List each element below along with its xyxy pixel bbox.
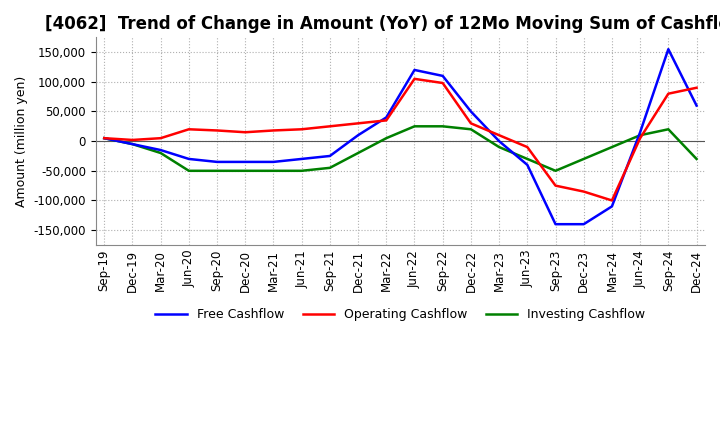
Investing Cashflow [128, 142, 137, 147]
Line: Operating Cashflow: Operating Cashflow [104, 79, 696, 201]
Line: Free Cashflow: Free Cashflow [104, 49, 696, 224]
Operating Cashflow [128, 137, 137, 143]
Operating Cashflow [382, 118, 391, 123]
Operating Cashflow [410, 76, 419, 81]
Free Cashflow [608, 204, 616, 209]
Free Cashflow [156, 147, 165, 153]
Y-axis label: Amount (million yen): Amount (million yen) [15, 76, 28, 207]
Free Cashflow [184, 156, 193, 161]
Title: [4062]  Trend of Change in Amount (YoY) of 12Mo Moving Sum of Cashflows: [4062] Trend of Change in Amount (YoY) o… [45, 15, 720, 33]
Investing Cashflow [297, 168, 306, 173]
Investing Cashflow [156, 150, 165, 156]
Operating Cashflow [297, 127, 306, 132]
Investing Cashflow [100, 136, 109, 141]
Free Cashflow [438, 73, 447, 78]
Operating Cashflow [241, 130, 250, 135]
Free Cashflow [692, 103, 701, 108]
Operating Cashflow [269, 128, 278, 133]
Free Cashflow [354, 132, 362, 138]
Investing Cashflow [269, 168, 278, 173]
Operating Cashflow [212, 128, 221, 133]
Investing Cashflow [664, 127, 672, 132]
Investing Cashflow [382, 136, 391, 141]
Investing Cashflow [608, 144, 616, 150]
Investing Cashflow [692, 156, 701, 161]
Free Cashflow [636, 130, 644, 135]
Operating Cashflow [467, 121, 475, 126]
Operating Cashflow [664, 91, 672, 96]
Investing Cashflow [325, 165, 334, 170]
Free Cashflow [410, 67, 419, 73]
Operating Cashflow [636, 136, 644, 141]
Operating Cashflow [580, 189, 588, 194]
Free Cashflow [128, 142, 137, 147]
Operating Cashflow [100, 136, 109, 141]
Investing Cashflow [467, 127, 475, 132]
Investing Cashflow [184, 168, 193, 173]
Free Cashflow [100, 136, 109, 141]
Operating Cashflow [495, 132, 503, 138]
Free Cashflow [467, 109, 475, 114]
Operating Cashflow [438, 81, 447, 86]
Operating Cashflow [523, 144, 531, 150]
Free Cashflow [297, 156, 306, 161]
Investing Cashflow [552, 168, 560, 173]
Operating Cashflow [184, 127, 193, 132]
Investing Cashflow [410, 124, 419, 129]
Free Cashflow [382, 115, 391, 120]
Operating Cashflow [156, 136, 165, 141]
Free Cashflow [241, 159, 250, 165]
Free Cashflow [552, 222, 560, 227]
Operating Cashflow [354, 121, 362, 126]
Free Cashflow [664, 47, 672, 52]
Free Cashflow [325, 153, 334, 158]
Investing Cashflow [241, 168, 250, 173]
Free Cashflow [580, 222, 588, 227]
Investing Cashflow [354, 150, 362, 156]
Operating Cashflow [552, 183, 560, 188]
Investing Cashflow [212, 168, 221, 173]
Investing Cashflow [636, 132, 644, 138]
Investing Cashflow [523, 156, 531, 161]
Investing Cashflow [438, 124, 447, 129]
Free Cashflow [269, 159, 278, 165]
Legend: Free Cashflow, Operating Cashflow, Investing Cashflow: Free Cashflow, Operating Cashflow, Inves… [150, 303, 650, 326]
Free Cashflow [523, 162, 531, 168]
Operating Cashflow [608, 198, 616, 203]
Line: Investing Cashflow: Investing Cashflow [104, 126, 696, 171]
Free Cashflow [495, 139, 503, 144]
Operating Cashflow [325, 124, 334, 129]
Investing Cashflow [580, 156, 588, 161]
Free Cashflow [212, 159, 221, 165]
Investing Cashflow [495, 144, 503, 150]
Operating Cashflow [692, 85, 701, 90]
